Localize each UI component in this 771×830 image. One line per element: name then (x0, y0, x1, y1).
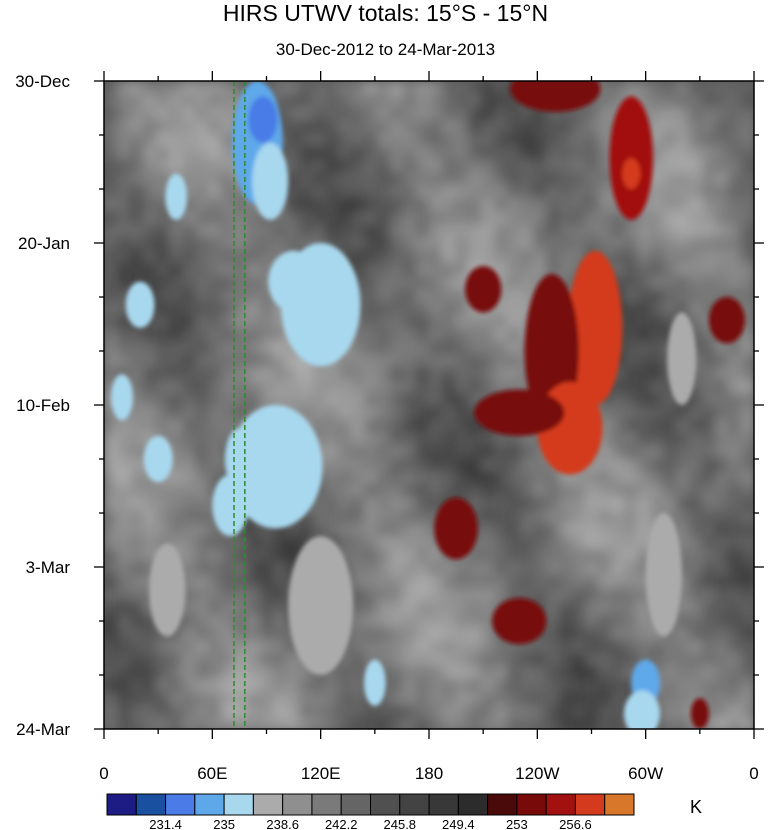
data-feature-16 (364, 659, 386, 706)
x-tick-label: 0 (99, 764, 108, 783)
y-tick-label: 3-Mar (26, 558, 71, 577)
colorbar-label: 242.2 (325, 817, 358, 830)
data-feature-10 (125, 281, 155, 328)
chart-subtitle: 30-Dec-2012 to 24-Mar-2013 (275, 40, 496, 59)
x-tick-label: 120E (301, 764, 341, 783)
data-feature-11 (165, 173, 188, 220)
colorbar-swatch (574, 793, 606, 816)
data-feature-9 (212, 474, 249, 537)
data-feature-24 (568, 250, 623, 405)
colorbar-swatch (252, 793, 284, 816)
data-feature-30 (492, 597, 547, 645)
y-tick-label: 10-Feb (16, 396, 70, 415)
data-feature-18 (624, 690, 661, 729)
colorbar-label: 249.4 (442, 817, 475, 830)
x-tick-label: 180 (415, 764, 443, 783)
data-feature-13 (111, 374, 133, 421)
data-feature-32 (690, 698, 709, 729)
colorbar-swatch (165, 793, 196, 816)
data-feature-23 (622, 158, 641, 189)
data-feature-19 (645, 513, 682, 637)
colorbar-swatch (457, 793, 489, 816)
data-feature-22 (609, 96, 653, 220)
colorbar-swatch (106, 793, 137, 816)
chart-title: HIRS UTWV totals: 15°S - 15°N (222, 0, 549, 26)
y-tick-label: 20-Jan (18, 234, 70, 253)
colorbar-label: 235 (213, 817, 235, 830)
colorbar-swatch (311, 793, 342, 816)
colorbar-label: 231.4 (149, 817, 182, 830)
data-feature-12 (143, 435, 173, 483)
colorbar-label: 253 (506, 817, 528, 830)
colorbar-label: 238.6 (266, 817, 299, 830)
colorbar: 231.4 235 238.6 242.2 245.8 249.4 253 256.6 (106, 793, 635, 830)
colorbar-label: 245.8 (384, 817, 417, 830)
colorbar-swatch (516, 793, 547, 816)
data-feature-29 (434, 497, 478, 560)
colorbar-swatch (223, 793, 254, 816)
colorbar-label: 256.6 (559, 817, 592, 830)
colorbar-swatch (428, 793, 459, 816)
data-feature-2 (252, 142, 289, 220)
plot-area (104, 81, 754, 729)
colorbar-swatch (135, 793, 167, 816)
colorbar-swatch (370, 793, 401, 816)
x-tick-label: 60E (197, 764, 227, 783)
data-feature-21 (510, 81, 601, 112)
colorbar-swatch (604, 793, 635, 816)
data-feature-7 (228, 405, 323, 529)
data-feature-5 (280, 243, 361, 367)
colorbar-swatch (340, 793, 372, 816)
data-feature-31 (708, 297, 745, 344)
x-tick-label: 120W (515, 764, 559, 783)
colorbar-unit: K (690, 797, 703, 817)
data-feature-20 (667, 312, 697, 405)
y-tick-label: 24-Mar (16, 720, 70, 739)
data-feature-14 (149, 543, 186, 637)
colorbar-swatch (545, 793, 576, 816)
x-tick-label: 60W (628, 764, 663, 783)
colorbar-swatch (282, 793, 313, 816)
y-tick-label: 30-Dec (15, 72, 70, 91)
colorbar-swatch (487, 793, 518, 816)
data-feature-8 (224, 428, 254, 490)
data-feature-26 (465, 266, 502, 313)
data-feature-1 (248, 96, 278, 143)
colorbar-swatch (194, 793, 225, 816)
data-feature-28 (474, 389, 565, 436)
data-feature-15 (288, 536, 354, 675)
colorbar-swatch (399, 793, 430, 816)
x-tick-label: 0 (749, 764, 758, 783)
